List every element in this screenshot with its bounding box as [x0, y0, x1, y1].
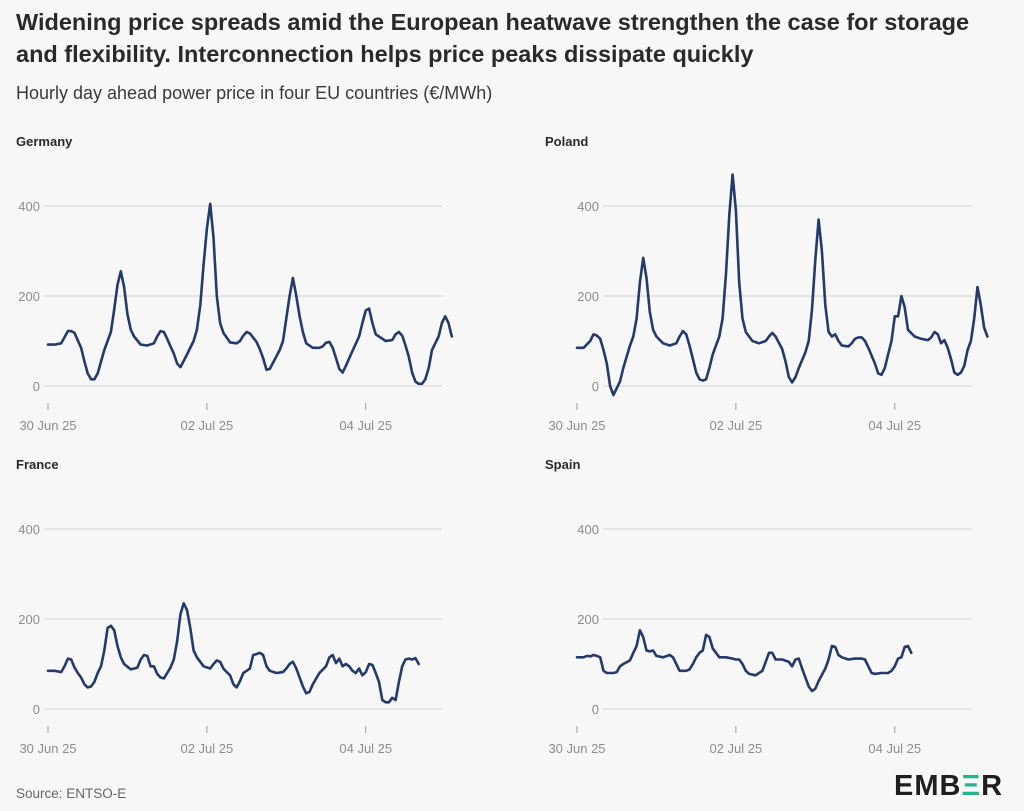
germany-y-tick-label: 400	[18, 199, 40, 214]
ember-logo: EMBΞR	[894, 770, 1004, 802]
spain-y-tick-label: 200	[577, 612, 599, 627]
poland-x-tick-label: 02 Jul 25	[709, 418, 762, 433]
poland-x-tick-label: 30 Jun 25	[548, 418, 605, 433]
chart-title: Widening price spreads amid the European…	[16, 9, 970, 67]
chart-subtitle: Hourly day ahead power price in four EU …	[16, 83, 493, 103]
germany-price-line	[46, 202, 454, 386]
poland-y-tick-label: 400	[577, 199, 599, 214]
germany-x-tick-label: 04 Jul 25	[339, 418, 392, 433]
spain-x-tick-label: 30 Jun 25	[548, 741, 605, 756]
france-panel-title: France	[16, 457, 59, 472]
poland-y-tick-label: 200	[577, 289, 599, 304]
france-y-tick-label: 400	[18, 522, 40, 537]
france-x-tick-label: 30 Jun 25	[19, 741, 76, 756]
source-note: Source: ENTSO-E	[16, 786, 127, 801]
spain-x-tick-label: 02 Jul 25	[709, 741, 762, 756]
germany-x-tick-label: 30 Jun 25	[19, 418, 76, 433]
spain-y-tick-label: 400	[577, 522, 599, 537]
poland-panel-title: Poland	[545, 134, 588, 149]
spain-x-tick-label: 04 Jul 25	[868, 741, 921, 756]
france-x-tick-label: 04 Jul 25	[339, 741, 392, 756]
france-price-line	[46, 602, 420, 704]
france-x-tick-label: 02 Jul 25	[180, 741, 233, 756]
france-y-tick-label: 0	[33, 702, 40, 717]
poland-price-line	[575, 173, 989, 397]
france-y-tick-label: 200	[18, 612, 40, 627]
germany-panel-title: Germany	[16, 134, 73, 149]
spain-price-line	[575, 629, 913, 693]
germany-x-tick-label: 02 Jul 25	[180, 418, 233, 433]
spain-panel-title: Spain	[545, 457, 580, 472]
poland-y-tick-label: 0	[592, 379, 599, 394]
poland-x-tick-label: 04 Jul 25	[868, 418, 921, 433]
germany-y-tick-label: 200	[18, 289, 40, 304]
germany-y-tick-label: 0	[33, 379, 40, 394]
spain-y-tick-label: 0	[592, 702, 599, 717]
